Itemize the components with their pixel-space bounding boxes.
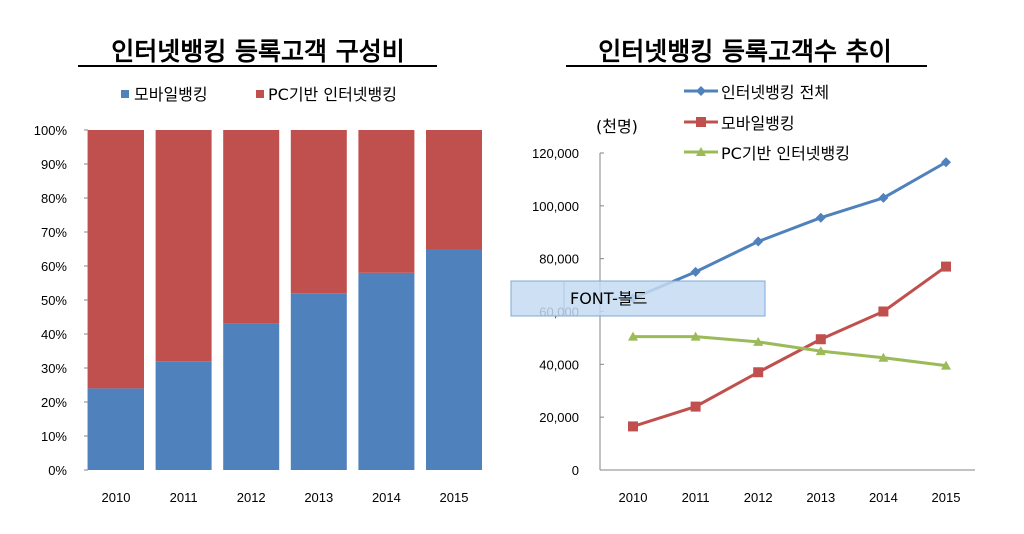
data-point-0-2012 xyxy=(753,236,764,247)
legend-label-0: 인터넷뱅킹 전체 xyxy=(721,83,829,102)
bar-mobile-2012 xyxy=(223,323,280,470)
bar-mobile-2013 xyxy=(290,293,347,470)
y-tick-label: 100% xyxy=(34,123,68,138)
legend-marker-0 xyxy=(696,86,706,96)
data-point-0-2011 xyxy=(690,266,701,277)
y-tick-label: 40,000 xyxy=(539,357,579,372)
legend-swatch-pc xyxy=(256,90,264,98)
data-point-1-2010 xyxy=(628,421,638,432)
data-point-2-2012 xyxy=(753,336,764,346)
y-tick-label: 80,000 xyxy=(539,252,579,267)
x-tick-label: 2012 xyxy=(237,490,266,505)
bar-mobile-2010 xyxy=(88,388,144,470)
series-line-2 xyxy=(633,335,947,368)
data-point-2-2015 xyxy=(941,360,951,370)
legend-label-pc: PC기반 인터넷뱅킹 xyxy=(268,85,397,104)
y-axis-unit-label: (천명) xyxy=(596,117,638,136)
y-tick-label: 50% xyxy=(41,293,67,308)
data-point-1-2012 xyxy=(753,367,764,378)
overlay-label: FONT-볼드 xyxy=(570,289,647,308)
y-tick-label: 10% xyxy=(41,429,67,444)
x-tick-label: 2015 xyxy=(932,490,961,505)
legend-marker-1 xyxy=(696,117,706,127)
y-tick-label: 40% xyxy=(41,327,67,342)
data-point-0-2013 xyxy=(815,212,826,223)
bar-pc-2010 xyxy=(88,130,144,389)
y-tick-label: 20,000 xyxy=(539,410,579,425)
data-point-2-2011 xyxy=(690,331,701,341)
y-tick-label: 60% xyxy=(41,259,67,274)
legend-label-mobile: 모바일뱅킹 xyxy=(134,85,208,104)
x-tick-label: 2014 xyxy=(372,490,401,505)
legend-marker-2 xyxy=(696,147,706,156)
bar-pc-2015 xyxy=(426,130,482,249)
y-tick-label: 80% xyxy=(41,191,67,206)
data-point-0-2015 xyxy=(941,157,951,168)
y-tick-label: 120,000 xyxy=(532,146,579,161)
legend-label-1: 모바일뱅킹 xyxy=(721,114,795,133)
data-point-1-2011 xyxy=(690,401,701,412)
data-point-0-2014 xyxy=(878,192,889,203)
y-tick-label: 0 xyxy=(572,463,579,478)
legend-label-2: PC기반 인터넷뱅킹 xyxy=(721,144,850,163)
bar-mobile-2014 xyxy=(358,272,415,470)
y-tick-label: 20% xyxy=(41,395,67,410)
right-chart-title: 인터넷뱅킹 등록고객수 추이 xyxy=(598,37,891,66)
bar-pc-2014 xyxy=(358,130,415,273)
x-tick-label: 2010 xyxy=(102,490,131,505)
x-tick-label: 2013 xyxy=(304,490,333,505)
y-tick-label: 100,000 xyxy=(532,199,579,214)
text-overlay-box xyxy=(510,280,766,317)
series-line-0 xyxy=(632,160,947,300)
data-point-1-2015 xyxy=(941,261,951,272)
y-tick-label: 90% xyxy=(41,157,67,172)
left-chart-title: 인터넷뱅킹 등록고객 구성비 xyxy=(111,37,404,66)
series-line-1 xyxy=(632,265,947,428)
bar-mobile-2015 xyxy=(426,249,482,470)
bar-pc-2011 xyxy=(155,130,212,362)
legend-swatch-mobile xyxy=(121,90,129,98)
data-point-2-2013 xyxy=(815,346,826,356)
data-point-1-2014 xyxy=(878,306,889,317)
x-tick-label: 2015 xyxy=(440,490,469,505)
bar-mobile-2011 xyxy=(155,361,212,470)
bar-pc-2012 xyxy=(223,130,280,324)
data-point-2-2014 xyxy=(878,352,889,362)
y-tick-label: 0% xyxy=(48,463,67,478)
y-tick-label: 30% xyxy=(41,361,67,376)
x-tick-label: 2013 xyxy=(806,490,835,505)
x-tick-label: 2010 xyxy=(619,490,648,505)
x-tick-label: 2011 xyxy=(170,490,198,505)
y-tick-label: 70% xyxy=(41,225,67,240)
data-point-1-2013 xyxy=(815,334,826,345)
x-tick-label: 2014 xyxy=(869,490,898,505)
x-tick-label: 2012 xyxy=(744,490,773,505)
data-point-2-2010 xyxy=(628,331,638,341)
bar-pc-2013 xyxy=(290,130,347,294)
x-tick-label: 2011 xyxy=(682,490,710,505)
